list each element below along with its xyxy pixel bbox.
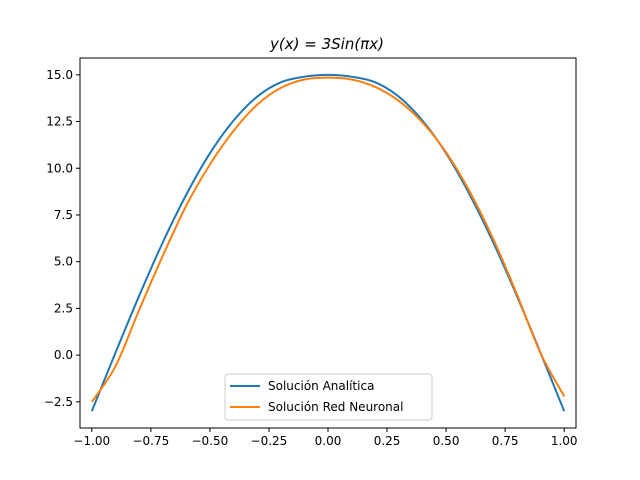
y-axis: −2.5 0.0 2.5 5.0 7.5 10.0 12.5 15.0 <box>44 68 80 409</box>
x-tick-label: 1.00 <box>551 434 578 448</box>
legend-label-analitica: Solución Analítica <box>268 379 374 393</box>
x-axis: −1.00 −0.75 −0.50 −0.25 0.00 0.25 0.50 0.75 1.00 <box>73 428 578 448</box>
x-tick-label: 0.75 <box>492 434 519 448</box>
x-tick-label: −0.75 <box>132 434 169 448</box>
x-tick-label: −0.25 <box>251 434 288 448</box>
x-tick-label: −1.00 <box>73 434 110 448</box>
series-line-1 <box>90 76 566 403</box>
legend: Solución Analítica Solución Red Neuronal <box>224 373 433 421</box>
y-tick-label: 2.5 <box>54 301 73 315</box>
chart-title: y(x) = 3Sin(πx) <box>269 35 384 53</box>
x-tick-label: −0.50 <box>192 434 229 448</box>
y-tick-label: −2.5 <box>44 395 73 409</box>
legend-label-red-neuronal: Solución Red Neuronal <box>268 400 403 414</box>
y-tick-label: 10.0 <box>46 161 73 175</box>
series-line-0 <box>90 73 566 412</box>
y-tick-label: 12.5 <box>46 115 73 129</box>
x-tick-label: 0.50 <box>433 434 460 448</box>
series-layer <box>90 73 566 412</box>
y-tick-label: 7.5 <box>54 208 73 222</box>
y-tick-label: 5.0 <box>54 255 73 269</box>
x-tick-label: 0.00 <box>315 434 342 448</box>
y-tick-label: 15.0 <box>46 68 73 82</box>
y-tick-label: 0.0 <box>54 348 73 362</box>
legend-box <box>224 373 433 421</box>
x-tick-label: 0.25 <box>374 434 401 448</box>
